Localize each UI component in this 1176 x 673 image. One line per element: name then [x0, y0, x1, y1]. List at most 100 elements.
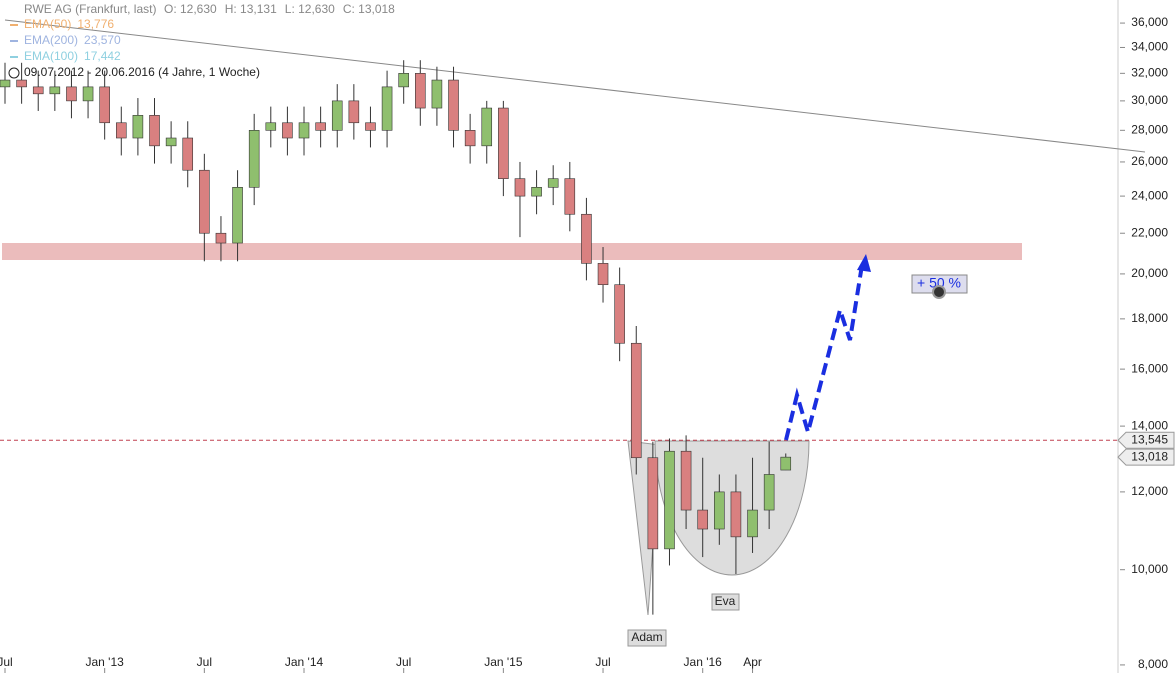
candle-body — [182, 137, 194, 171]
x-tick-label: Jan '13 — [86, 655, 125, 669]
candle-body — [498, 107, 509, 179]
y-tick-label: 28,000 — [1131, 122, 1168, 136]
trend-line — [4, 19, 1146, 153]
candle-body — [647, 457, 659, 550]
y-tick-label: 34,000 — [1131, 40, 1168, 54]
candle-body — [116, 122, 127, 139]
target-label: + 50 % — [917, 275, 961, 291]
candle-body — [82, 86, 94, 102]
candle-body — [381, 86, 393, 131]
candle-body — [32, 86, 44, 95]
candle-body — [66, 86, 77, 102]
candle-body — [531, 187, 542, 197]
candle-body — [481, 107, 493, 147]
candle-body — [348, 100, 360, 124]
y-tick-label: 18,000 — [1131, 311, 1168, 325]
candle-body — [265, 122, 277, 131]
level-label: 13,545 — [1131, 432, 1168, 446]
candle-body — [680, 450, 692, 511]
legend-name: EMA(200) — [24, 33, 78, 47]
y-tick-label: 8,000 — [1138, 657, 1168, 671]
adam-box — [627, 629, 667, 647]
y-tick-label: 26,000 — [1131, 154, 1168, 168]
x-tick-label: Apr — [743, 655, 762, 669]
ohlc-text: C: 13,018 — [343, 2, 395, 16]
candle-body — [16, 79, 27, 88]
ohlc-text: L: 12,630 — [285, 2, 335, 16]
candle-body — [415, 73, 426, 109]
range-text: 09.07.2012 - 20.06.2016 (4 Jahre, 1 Woch… — [24, 65, 260, 79]
candle-body — [664, 450, 675, 550]
level-tag — [1117, 431, 1175, 449]
candle-body — [630, 342, 642, 459]
candle-body — [614, 284, 625, 344]
ohlc-text: H: 13,131 — [225, 2, 277, 16]
candle-body — [514, 178, 526, 197]
legend-value: 13,776 — [77, 17, 114, 31]
candle-body — [215, 232, 227, 244]
adam-label: Adam — [631, 630, 662, 644]
candle-body — [132, 115, 144, 139]
candle-body — [365, 122, 376, 131]
y-tick-label: 24,000 — [1131, 188, 1168, 202]
candle-body — [315, 122, 326, 131]
x-tick-label: Jul — [595, 655, 610, 669]
candle-body — [431, 79, 443, 109]
y-tick-label: 14,000 — [1131, 418, 1168, 432]
level-label: 13,018 — [1131, 449, 1168, 463]
candle-body — [464, 130, 476, 147]
x-tick-label: Jul — [396, 655, 411, 669]
level-tag — [1117, 448, 1175, 466]
candle-body — [780, 456, 792, 471]
candle-body — [49, 86, 61, 95]
clock-icon — [8, 67, 20, 79]
ohlc-text: O: 12,630 — [164, 2, 217, 16]
y-tick-label: 10,000 — [1131, 562, 1168, 576]
candle-body — [597, 263, 609, 286]
candle-body — [331, 100, 343, 131]
projection-arrow — [784, 264, 864, 441]
eva-box — [711, 593, 740, 611]
y-tick-label: 36,000 — [1131, 15, 1168, 29]
candle-body — [232, 187, 243, 244]
candle-body — [165, 137, 177, 147]
target-dot — [932, 285, 946, 299]
candle-body — [282, 122, 293, 139]
candle-body — [99, 86, 110, 124]
eva-label: Eva — [715, 594, 736, 608]
arrow-head — [857, 254, 871, 272]
candle-body — [547, 178, 559, 188]
candle-body — [149, 115, 160, 147]
candle-body — [298, 122, 310, 139]
x-tick-label: Jul — [0, 655, 13, 669]
candle-body — [564, 178, 576, 215]
y-tick-label: 16,000 — [1131, 361, 1168, 375]
legend-name: EMA(50) — [24, 17, 71, 31]
candle-body — [248, 130, 260, 188]
y-tick-label: 12,000 — [1131, 484, 1168, 498]
candle-body — [730, 491, 742, 538]
candle-body — [581, 213, 592, 264]
legend-value: 23,570 — [84, 33, 121, 47]
candle-body — [747, 509, 758, 538]
candle-body — [398, 73, 409, 88]
x-tick-label: Jan '15 — [484, 655, 523, 669]
y-tick-label: 20,000 — [1131, 266, 1168, 280]
candle-body — [763, 474, 775, 511]
candle-body — [448, 79, 459, 131]
candle-body — [714, 491, 725, 530]
y-tick-label: 30,000 — [1131, 93, 1168, 107]
x-tick-label: Jan '16 — [684, 655, 723, 669]
candle-body — [0, 79, 11, 88]
x-tick-label: Jul — [197, 655, 212, 669]
x-tick-label: Jan '14 — [285, 655, 324, 669]
resistance-zone — [2, 243, 1022, 260]
candle-body — [199, 169, 210, 234]
y-tick-label: 22,000 — [1131, 225, 1168, 239]
legend-name: EMA(100) — [24, 49, 78, 63]
y-tick-label: 32,000 — [1131, 66, 1168, 80]
legend-value: 17,442 — [84, 49, 121, 63]
candle-body — [697, 509, 708, 530]
